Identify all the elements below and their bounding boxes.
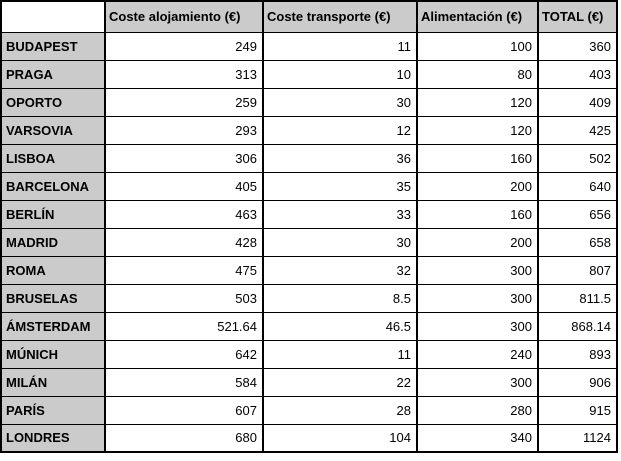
value-cell-total: 915	[537, 395, 618, 425]
table-row: BARCELONA 405 35 200 640	[0, 171, 618, 201]
row-header-city: MÚNICH	[0, 339, 106, 369]
value-cell-transporte: 22	[262, 367, 418, 397]
value-cell-alimentacion: 120	[416, 87, 539, 117]
table-row: OPORTO 259 30 120 409	[0, 87, 618, 117]
value-cell-total: 640	[537, 171, 618, 201]
column-header-total: TOTAL (€)	[537, 0, 618, 33]
value-cell-transporte: 33	[262, 199, 418, 229]
table-body: BUDAPEST 249 11 100 360 PRAGA 313 10 80 …	[0, 31, 618, 453]
value-cell-transporte: 36	[262, 143, 418, 173]
table-row: ÁMSTERDAM 521.64 46.5 300 868.14	[0, 311, 618, 341]
table-row: VARSOVIA 293 12 120 425	[0, 115, 618, 145]
value-cell-alojamiento: 521.64	[104, 311, 264, 341]
value-cell-total: 360	[537, 31, 618, 61]
value-cell-alimentacion: 280	[416, 395, 539, 425]
value-cell-transporte: 30	[262, 227, 418, 257]
table-row: BUDAPEST 249 11 100 360	[0, 31, 618, 61]
table-row: BRUSELAS 503 8.5 300 811.5	[0, 283, 618, 313]
value-cell-total: 502	[537, 143, 618, 173]
table-row: PARÍS 607 28 280 915	[0, 395, 618, 425]
value-cell-alojamiento: 607	[104, 395, 264, 425]
table-row: MÚNICH 642 11 240 893	[0, 339, 618, 369]
value-cell-total: 658	[537, 227, 618, 257]
value-cell-alimentacion: 120	[416, 115, 539, 145]
value-cell-alimentacion: 300	[416, 255, 539, 285]
value-cell-alimentacion: 340	[416, 423, 539, 453]
row-header-city: PARÍS	[0, 395, 106, 425]
value-cell-alimentacion: 160	[416, 143, 539, 173]
value-cell-transporte: 104	[262, 423, 418, 453]
value-cell-alojamiento: 642	[104, 339, 264, 369]
column-header-transporte: Coste transporte (€)	[262, 0, 418, 33]
header-row: Coste alojamiento (€) Coste transporte (…	[0, 0, 618, 33]
value-cell-transporte: 30	[262, 87, 418, 117]
row-header-city: BARCELONA	[0, 171, 106, 201]
row-header-city: MADRID	[0, 227, 106, 257]
row-header-city: ÁMSTERDAM	[0, 311, 106, 341]
column-header-alimentacion: Alimentación (€)	[416, 0, 539, 33]
value-cell-transporte: 46.5	[262, 311, 418, 341]
table-row: LONDRES 680 104 340 1124	[0, 423, 618, 453]
value-cell-alimentacion: 100	[416, 31, 539, 61]
value-cell-total: 906	[537, 367, 618, 397]
value-cell-alojamiento: 428	[104, 227, 264, 257]
row-header-city: VARSOVIA	[0, 115, 106, 145]
value-cell-alojamiento: 293	[104, 115, 264, 145]
value-cell-alojamiento: 259	[104, 87, 264, 117]
row-header-city: BERLÍN	[0, 199, 106, 229]
value-cell-alimentacion: 240	[416, 339, 539, 369]
value-cell-total: 409	[537, 87, 618, 117]
value-cell-transporte: 10	[262, 59, 418, 89]
row-header-city: LONDRES	[0, 423, 106, 453]
table-header: Coste alojamiento (€) Coste transporte (…	[0, 0, 618, 33]
value-cell-total: 868.14	[537, 311, 618, 341]
city-costs-table: Coste alojamiento (€) Coste transporte (…	[0, 0, 618, 453]
value-cell-total: 811.5	[537, 283, 618, 313]
value-cell-alimentacion: 80	[416, 59, 539, 89]
value-cell-total: 425	[537, 115, 618, 145]
value-cell-alojamiento: 313	[104, 59, 264, 89]
value-cell-alojamiento: 475	[104, 255, 264, 285]
row-header-city: MILÁN	[0, 367, 106, 397]
row-header-city: PRAGA	[0, 59, 106, 89]
row-header-city: BRUSELAS	[0, 283, 106, 313]
table-row: PRAGA 313 10 80 403	[0, 59, 618, 89]
table-row: BERLÍN 463 33 160 656	[0, 199, 618, 229]
value-cell-alojamiento: 306	[104, 143, 264, 173]
table-row: MADRID 428 30 200 658	[0, 227, 618, 257]
value-cell-transporte: 32	[262, 255, 418, 285]
value-cell-alojamiento: 584	[104, 367, 264, 397]
value-cell-alojamiento: 463	[104, 199, 264, 229]
row-header-city: OPORTO	[0, 87, 106, 117]
value-cell-alimentacion: 300	[416, 367, 539, 397]
row-header-city: ROMA	[0, 255, 106, 285]
value-cell-transporte: 28	[262, 395, 418, 425]
value-cell-total: 656	[537, 199, 618, 229]
value-cell-alimentacion: 160	[416, 199, 539, 229]
value-cell-total: 1124	[537, 423, 618, 453]
value-cell-total: 893	[537, 339, 618, 369]
value-cell-alojamiento: 503	[104, 283, 264, 313]
value-cell-total: 403	[537, 59, 618, 89]
value-cell-transporte: 12	[262, 115, 418, 145]
table-row: LISBOA 306 36 160 502	[0, 143, 618, 173]
value-cell-alimentacion: 300	[416, 283, 539, 313]
value-cell-alimentacion: 300	[416, 311, 539, 341]
value-cell-transporte: 11	[262, 31, 418, 61]
column-header-alojamiento: Coste alojamiento (€)	[104, 0, 264, 33]
value-cell-transporte: 8.5	[262, 283, 418, 313]
value-cell-alimentacion: 200	[416, 171, 539, 201]
value-cell-total: 807	[537, 255, 618, 285]
value-cell-alojamiento: 680	[104, 423, 264, 453]
value-cell-alimentacion: 200	[416, 227, 539, 257]
row-header-city: BUDAPEST	[0, 31, 106, 61]
value-cell-alojamiento: 249	[104, 31, 264, 61]
value-cell-alojamiento: 405	[104, 171, 264, 201]
row-header-city: LISBOA	[0, 143, 106, 173]
table-row: MILÁN 584 22 300 906	[0, 367, 618, 397]
corner-cell	[0, 0, 106, 33]
value-cell-transporte: 11	[262, 339, 418, 369]
table-row: ROMA 475 32 300 807	[0, 255, 618, 285]
value-cell-transporte: 35	[262, 171, 418, 201]
